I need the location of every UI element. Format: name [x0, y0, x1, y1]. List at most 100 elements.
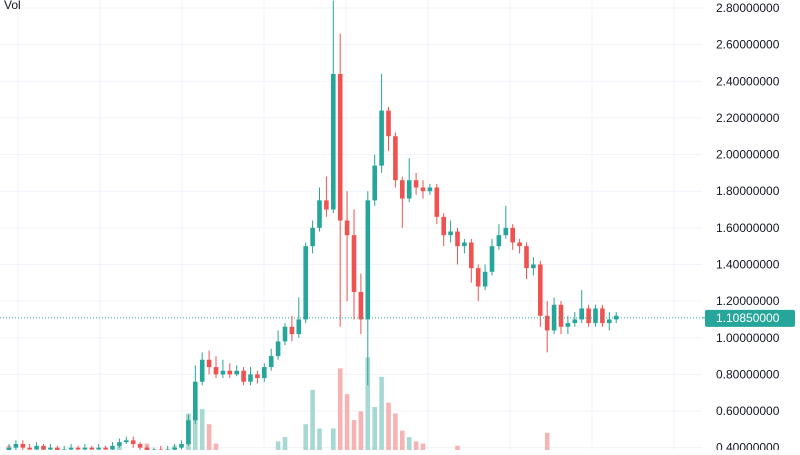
candle-body[interactable] [41, 446, 46, 450]
candle-body[interactable] [131, 440, 136, 444]
candle-body[interactable] [310, 228, 315, 246]
candle-body[interactable] [14, 444, 19, 448]
y-axis-tick-label: 2.20000000 [716, 111, 780, 125]
candle-body[interactable] [600, 308, 605, 323]
candle-body[interactable] [559, 305, 564, 327]
candle-body[interactable] [614, 316, 619, 320]
candle-body[interactable] [393, 136, 398, 180]
volume-bar [331, 429, 336, 451]
candle-body[interactable] [462, 242, 467, 246]
candle-body[interactable] [276, 341, 281, 356]
volume-bar [400, 431, 405, 450]
y-axis-tick-label: 2.40000000 [716, 74, 780, 88]
candle-body[interactable] [407, 180, 412, 198]
candle-body[interactable] [124, 440, 129, 442]
candle-body[interactable] [510, 228, 515, 243]
candle-body[interactable] [207, 360, 212, 367]
candle-body[interactable] [545, 316, 550, 331]
candle-body[interactable] [186, 420, 191, 444]
candle-body[interactable] [421, 188, 426, 192]
candle-body[interactable] [517, 242, 522, 246]
candle-body[interactable] [324, 200, 329, 209]
candle-body[interactable] [435, 188, 440, 217]
candle-body[interactable] [103, 448, 108, 450]
candle-body[interactable] [338, 74, 343, 221]
candle-body[interactable] [27, 448, 32, 450]
y-axis-tick-label: 2.80000000 [716, 1, 780, 15]
candle-body[interactable] [573, 319, 578, 323]
y-axis-tick-label: 1.00000000 [716, 331, 780, 345]
candle-body[interactable] [490, 246, 495, 272]
candle-body[interactable] [504, 228, 509, 235]
candle-body[interactable] [593, 308, 598, 323]
candle-body[interactable] [414, 180, 419, 187]
volume-bar [276, 441, 281, 450]
candle-body[interactable] [83, 448, 88, 450]
candle-body[interactable] [193, 382, 198, 420]
candle-body[interactable] [476, 268, 481, 286]
candle-body[interactable] [345, 221, 350, 236]
candle-body[interactable] [366, 200, 371, 319]
volume-bar [207, 424, 212, 450]
candle-body[interactable] [214, 367, 219, 374]
candle-body[interactable] [579, 308, 584, 319]
candle-body[interactable] [248, 374, 253, 381]
candle-body[interactable] [372, 166, 377, 201]
volume-bar [386, 403, 391, 450]
candle-body[interactable] [90, 448, 95, 450]
candle-body[interactable] [428, 188, 433, 192]
candle-body[interactable] [566, 323, 571, 327]
candle-body[interactable] [262, 367, 267, 378]
candle-body[interactable] [228, 371, 233, 375]
candle-body[interactable] [34, 446, 39, 450]
candle-body[interactable] [317, 200, 322, 227]
volume-bar [545, 433, 550, 450]
candle-body[interactable] [269, 356, 274, 367]
candle-body[interactable] [110, 446, 115, 450]
candle-body[interactable] [48, 448, 53, 450]
candle-body[interactable] [179, 444, 184, 448]
candle-body[interactable] [331, 74, 336, 210]
candle-body[interactable] [586, 308, 591, 323]
candle-body[interactable] [297, 319, 302, 334]
candle-body[interactable] [76, 448, 81, 450]
candle-body[interactable] [138, 444, 143, 448]
candle-body[interactable] [241, 371, 246, 382]
candle-body[interactable] [234, 371, 239, 375]
candle-body[interactable] [386, 111, 391, 137]
candle-body[interactable] [379, 111, 384, 166]
volume-bar [421, 444, 426, 450]
candle-body[interactable] [455, 231, 460, 246]
candle-body[interactable] [172, 448, 177, 450]
candle-body[interactable] [200, 360, 205, 382]
candle-body[interactable] [21, 444, 26, 448]
volume-bar [345, 394, 350, 450]
candle-body[interactable] [255, 374, 260, 378]
volume-bar [283, 437, 288, 450]
candle-body[interactable] [400, 180, 405, 198]
candle-body[interactable] [524, 246, 529, 268]
candle-body[interactable] [283, 327, 288, 342]
candle-body[interactable] [221, 371, 226, 375]
candle-body[interactable] [441, 217, 446, 235]
candle-body[interactable] [303, 246, 308, 319]
volume-bar [214, 444, 219, 450]
candle-body[interactable] [96, 448, 101, 450]
candle-body[interactable] [117, 442, 122, 446]
candle-body[interactable] [483, 272, 488, 287]
candle-body[interactable] [448, 231, 453, 235]
volume-bar [379, 377, 384, 450]
y-axis-tick-label: 2.60000000 [716, 38, 780, 52]
candle-body[interactable] [538, 264, 543, 315]
candle-body[interactable] [359, 292, 364, 319]
candle-body[interactable] [352, 235, 357, 292]
candle-body[interactable] [531, 264, 536, 268]
candle-body[interactable] [607, 319, 612, 323]
candle-body[interactable] [290, 327, 295, 334]
candle-body[interactable] [469, 242, 474, 268]
candle-body[interactable] [497, 235, 502, 246]
candle-body[interactable] [69, 448, 74, 450]
volume-bar [393, 413, 398, 450]
